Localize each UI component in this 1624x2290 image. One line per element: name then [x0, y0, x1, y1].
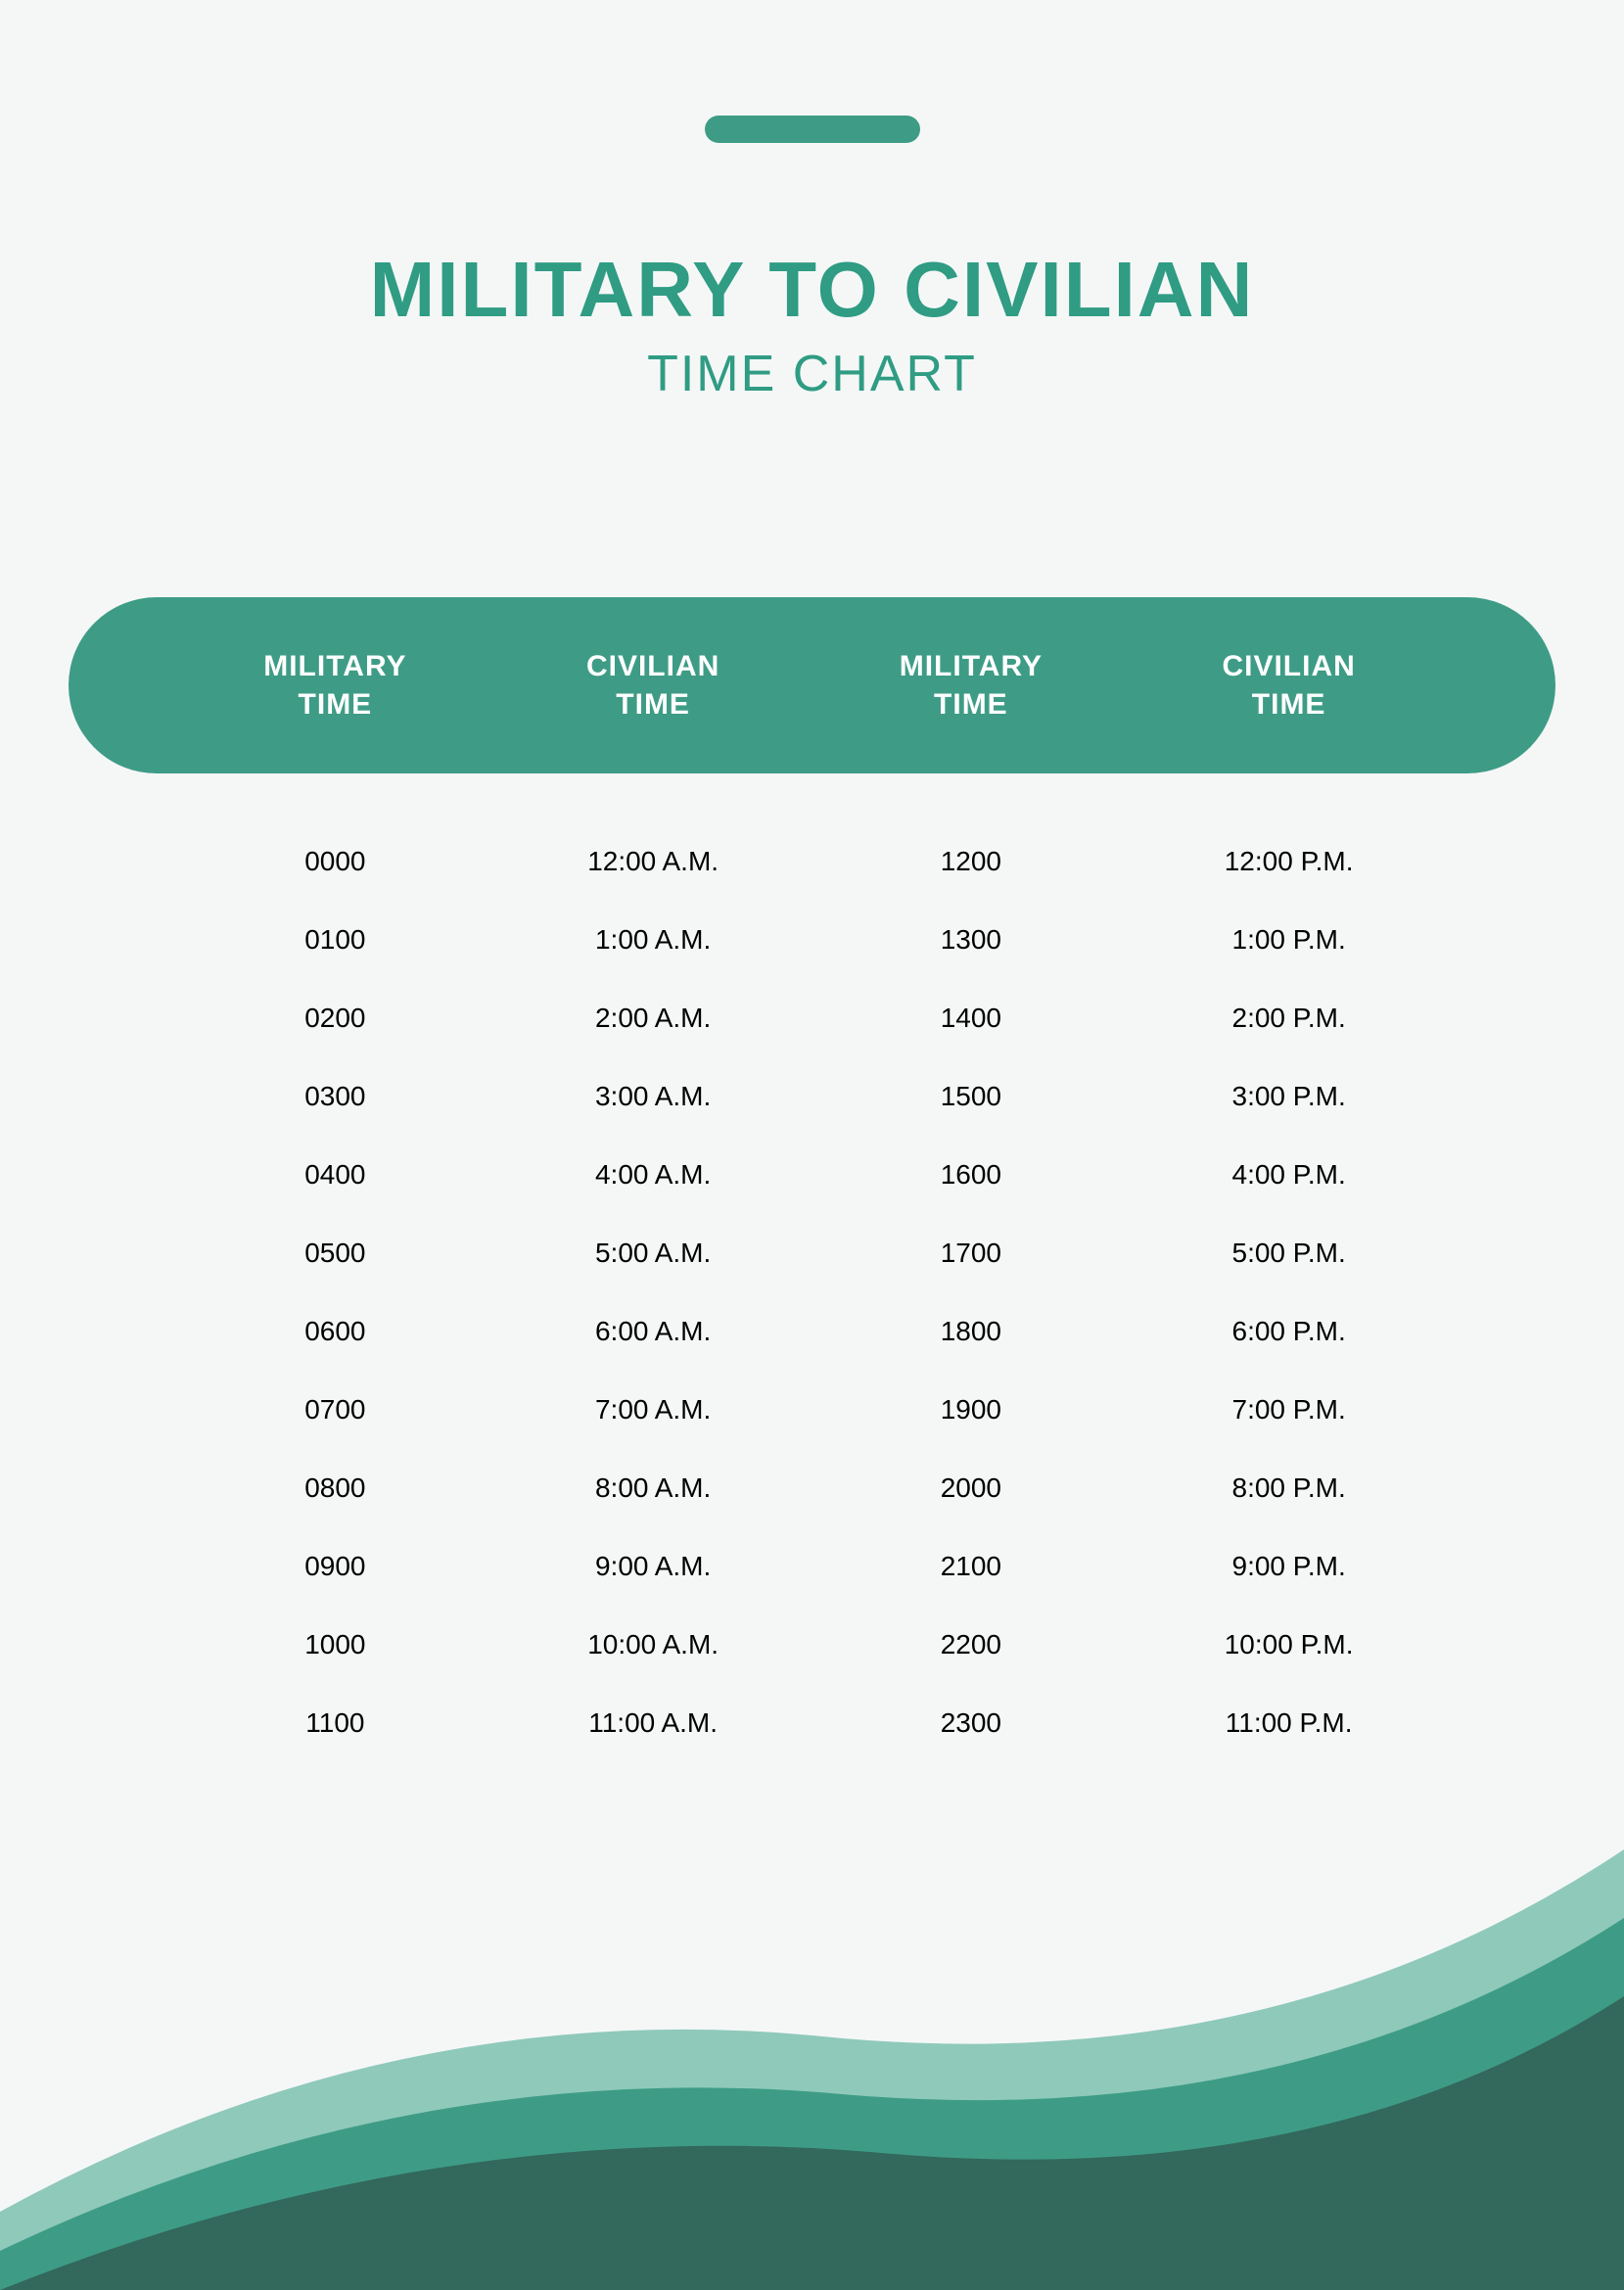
page-subtitle: TIME CHART — [0, 345, 1624, 403]
table-cell: 12:00 P.M. — [1130, 846, 1448, 877]
table-cell: 0700 — [176, 1394, 494, 1425]
table-cell: 8:00 A.M. — [494, 1472, 812, 1504]
column-header: CIVILIAN TIME — [1130, 647, 1448, 724]
table-row: 05005:00 A.M.17005:00 P.M. — [176, 1214, 1448, 1292]
table-cell: 0200 — [176, 1003, 494, 1034]
table-row: 000012:00 A.M.120012:00 P.M. — [176, 822, 1448, 901]
table-cell: 7:00 A.M. — [494, 1394, 812, 1425]
table-cell: 9:00 A.M. — [494, 1551, 812, 1582]
decorative-waves — [0, 1800, 1624, 2290]
table-cell: 1200 — [812, 846, 1131, 877]
column-header-line: CIVILIAN — [586, 650, 719, 682]
table-cell: 7:00 P.M. — [1130, 1394, 1448, 1425]
table-row: 09009:00 A.M.21009:00 P.M. — [176, 1527, 1448, 1606]
table-cell: 1100 — [176, 1707, 494, 1739]
table-cell: 0300 — [176, 1081, 494, 1112]
table-cell: 0100 — [176, 924, 494, 956]
table-cell: 0600 — [176, 1316, 494, 1347]
table-cell: 1400 — [812, 1003, 1131, 1034]
table-row: 08008:00 A.M.20008:00 P.M. — [176, 1449, 1448, 1527]
table-cell: 5:00 P.M. — [1130, 1238, 1448, 1269]
table-cell: 12:00 A.M. — [494, 846, 812, 877]
column-header: MILITARY TIME — [812, 647, 1131, 724]
table-cell: 2300 — [812, 1707, 1131, 1739]
table-cell: 1800 — [812, 1316, 1131, 1347]
wave-dark — [0, 1996, 1624, 2290]
table-cell: 2200 — [812, 1629, 1131, 1660]
column-header-line: MILITARY — [900, 650, 1043, 682]
table-cell: 1000 — [176, 1629, 494, 1660]
title-block: MILITARY TO CIVILIAN TIME CHART — [0, 245, 1624, 403]
table-row: 07007:00 A.M.19007:00 P.M. — [176, 1371, 1448, 1449]
wave-mid — [0, 1918, 1624, 2290]
table-cell: 0400 — [176, 1159, 494, 1191]
column-header: CIVILIAN TIME — [494, 647, 812, 724]
column-header-line: TIME — [299, 688, 373, 721]
decorative-pill — [705, 116, 920, 143]
table-cell: 2000 — [812, 1472, 1131, 1504]
table-row: 01001:00 A.M.13001:00 P.M. — [176, 901, 1448, 979]
table-cell: 8:00 P.M. — [1130, 1472, 1448, 1504]
table-row: 03003:00 A.M.15003:00 P.M. — [176, 1057, 1448, 1136]
table-cell: 0000 — [176, 846, 494, 877]
table-cell: 1:00 A.M. — [494, 924, 812, 956]
page-title: MILITARY TO CIVILIAN — [0, 245, 1624, 335]
wave-light — [0, 1849, 1624, 2290]
table-row: 100010:00 A.M.220010:00 P.M. — [176, 1606, 1448, 1684]
table-cell: 0800 — [176, 1472, 494, 1504]
table-cell: 5:00 A.M. — [494, 1238, 812, 1269]
page: MILITARY TO CIVILIAN TIME CHART MILITARY… — [0, 0, 1624, 2290]
table-cell: 3:00 A.M. — [494, 1081, 812, 1112]
table-cell: 2100 — [812, 1551, 1131, 1582]
table-cell: 1700 — [812, 1238, 1131, 1269]
table-row: 02002:00 A.M.14002:00 P.M. — [176, 979, 1448, 1057]
column-header-line: MILITARY — [263, 650, 406, 682]
table-cell: 11:00 P.M. — [1130, 1707, 1448, 1739]
table-cell: 0900 — [176, 1551, 494, 1582]
table-cell: 11:00 A.M. — [494, 1707, 812, 1739]
table-cell: 6:00 A.M. — [494, 1316, 812, 1347]
column-header-line: TIME — [934, 688, 1008, 721]
table-cell: 1:00 P.M. — [1130, 924, 1448, 956]
column-header-line: TIME — [616, 688, 690, 721]
table-row: 110011:00 A.M.230011:00 P.M. — [176, 1684, 1448, 1762]
table-cell: 1600 — [812, 1159, 1131, 1191]
table-cell: 4:00 P.M. — [1130, 1159, 1448, 1191]
table-cell: 9:00 P.M. — [1130, 1551, 1448, 1582]
table-cell: 3:00 P.M. — [1130, 1081, 1448, 1112]
table-cell: 2:00 P.M. — [1130, 1003, 1448, 1034]
table-body: 000012:00 A.M.120012:00 P.M.01001:00 A.M… — [69, 822, 1555, 1762]
table-cell: 1900 — [812, 1394, 1131, 1425]
column-header-line: TIME — [1252, 688, 1326, 721]
table-cell: 1500 — [812, 1081, 1131, 1112]
table-cell: 6:00 P.M. — [1130, 1316, 1448, 1347]
table-cell: 0500 — [176, 1238, 494, 1269]
table-cell: 1300 — [812, 924, 1131, 956]
table-row: 04004:00 A.M.16004:00 P.M. — [176, 1136, 1448, 1214]
table-row: 06006:00 A.M.18006:00 P.M. — [176, 1292, 1448, 1371]
table-cell: 10:00 P.M. — [1130, 1629, 1448, 1660]
table-cell: 4:00 A.M. — [494, 1159, 812, 1191]
column-header-line: CIVILIAN — [1222, 650, 1355, 682]
table-cell: 10:00 A.M. — [494, 1629, 812, 1660]
column-header: MILITARY TIME — [176, 647, 494, 724]
table-cell: 2:00 A.M. — [494, 1003, 812, 1034]
table-header: MILITARY TIME CIVILIAN TIME MILITARY TIM… — [69, 597, 1555, 773]
